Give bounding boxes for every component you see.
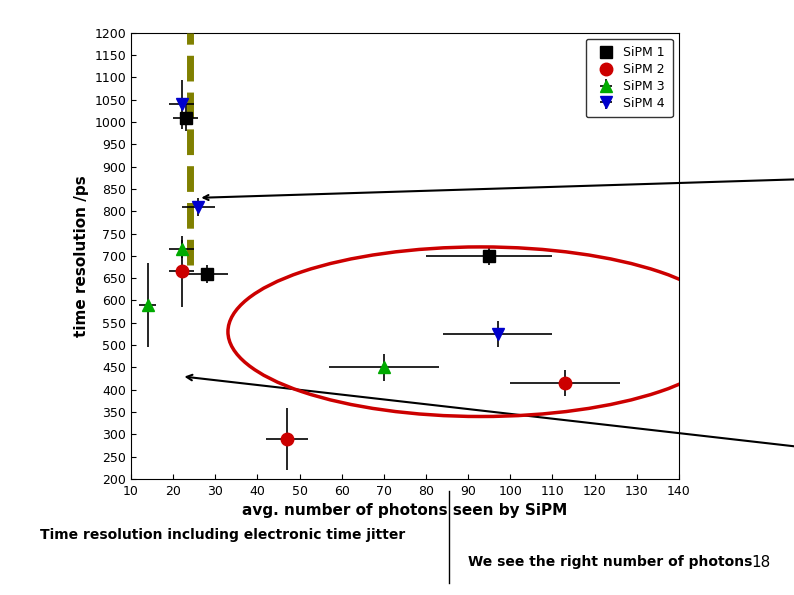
Text: 18: 18 [751,555,770,570]
Text: alpha (5,4 MeV alpha
 --> 0,49 MeV beta): alpha (5,4 MeV alpha --> 0,49 MeV beta) [203,152,794,200]
Y-axis label: time resolution /ps: time resolution /ps [74,175,89,337]
Text: We see the right number of photons: We see the right number of photons [468,555,753,569]
X-axis label: avg. number of photons seen by SiPM: avg. number of photons seen by SiPM [242,503,568,518]
Text: Time resolution including electronic time jitter: Time resolution including electronic tim… [40,528,405,543]
Legend: SiPM 1, SiPM 2, SiPM 3, SiPM 4: SiPM 1, SiPM 2, SiPM 3, SiPM 4 [586,39,673,117]
